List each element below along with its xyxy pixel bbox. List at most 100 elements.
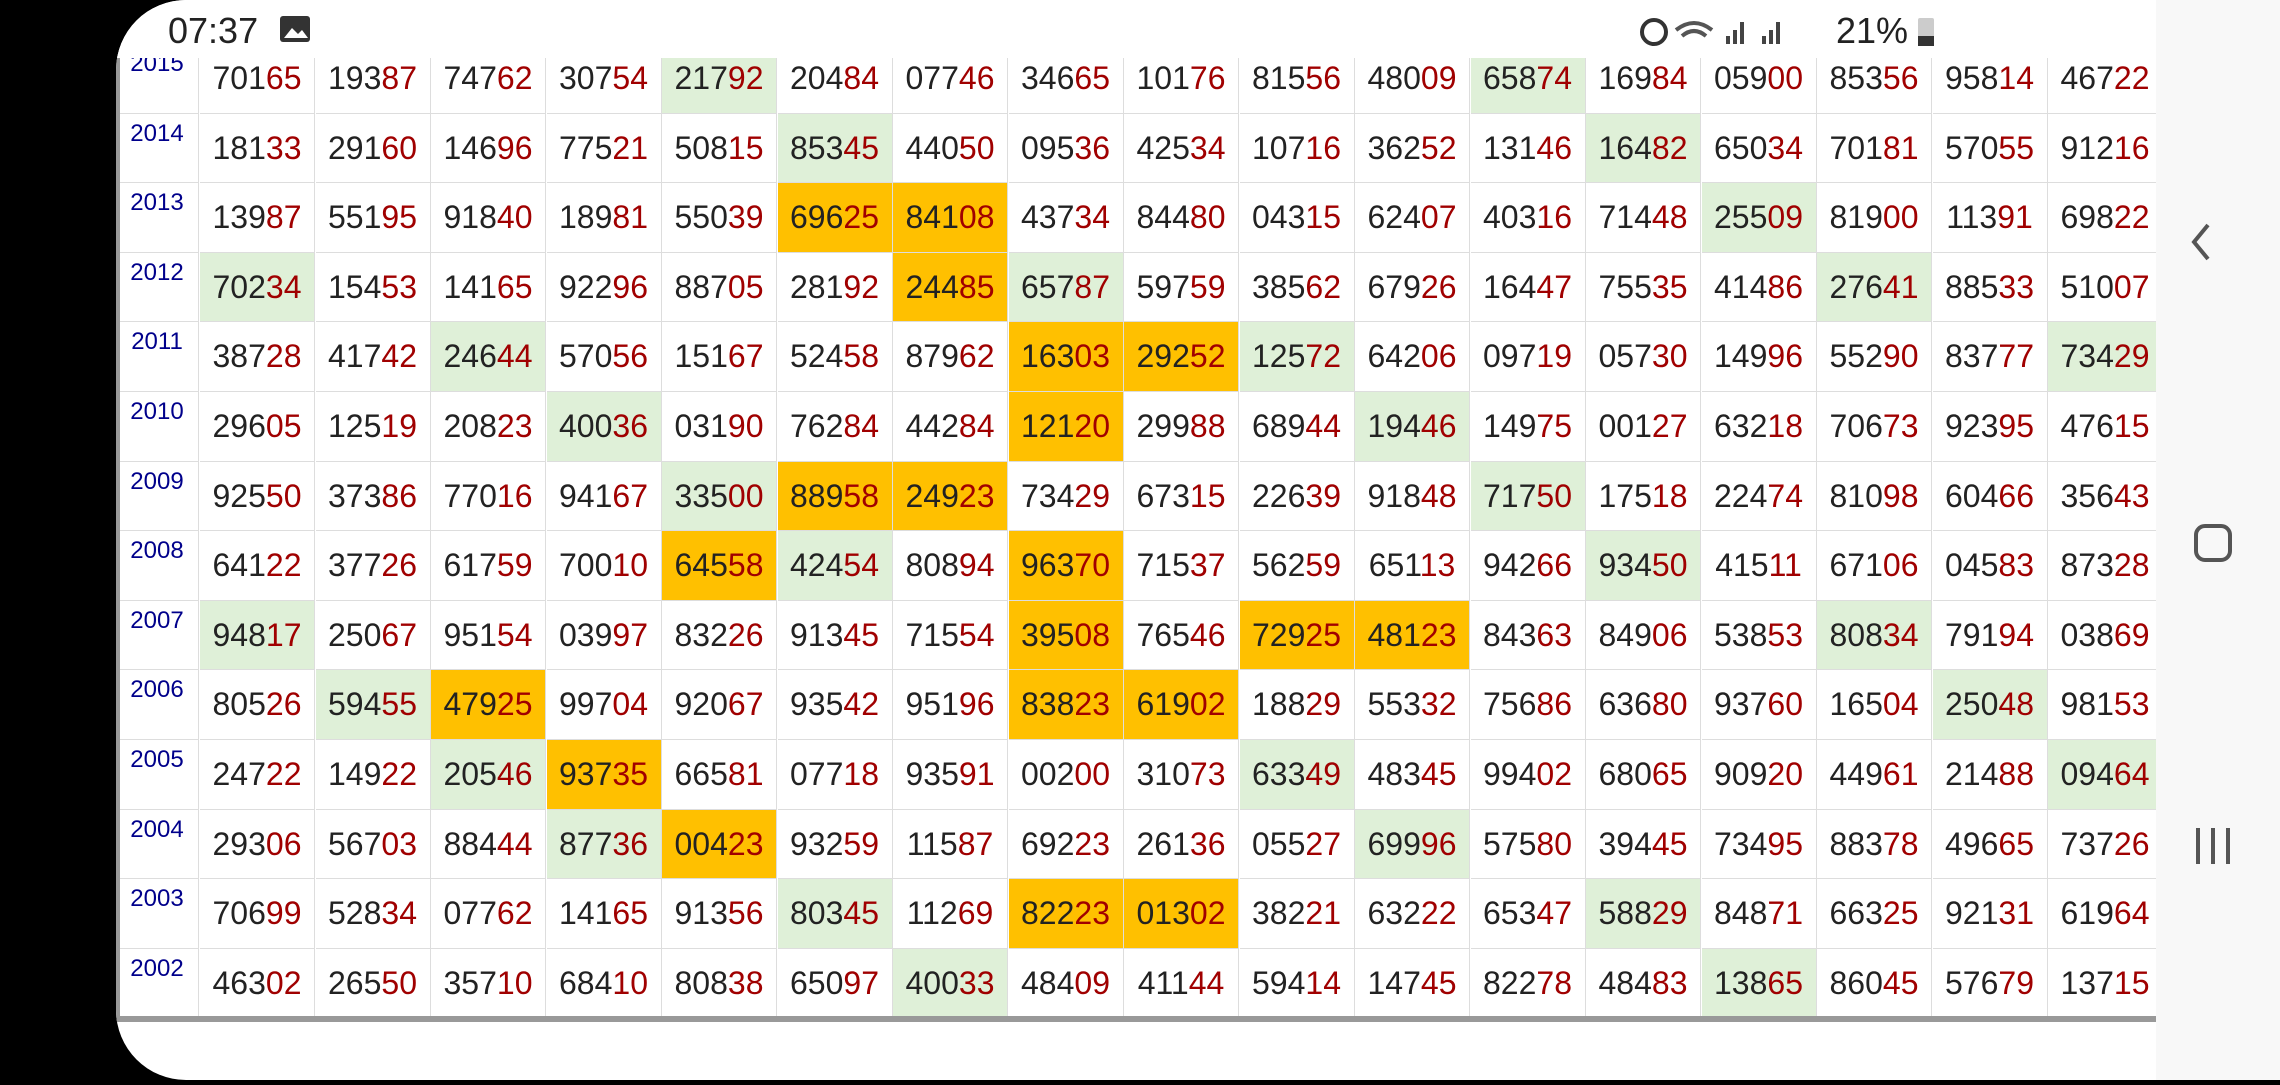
year-label: 2008 xyxy=(116,531,199,601)
number-cell: 71554 xyxy=(893,600,1008,671)
number-cell: 03997 xyxy=(546,600,662,671)
number-cell: 11391 xyxy=(1932,183,2048,253)
table-border xyxy=(116,1016,2156,1022)
number-cell: 81900 xyxy=(1817,183,1932,253)
number-cell: 16303 xyxy=(1008,322,1124,392)
number-cell: 55039 xyxy=(662,183,777,253)
number-cell: 42454 xyxy=(777,531,893,601)
number-cell: 80838 xyxy=(662,948,777,1019)
number-cell: 36252 xyxy=(1355,113,1470,184)
number-cell: 92395 xyxy=(1932,392,2048,462)
number-cell: 72925 xyxy=(1239,600,1355,671)
number-cell: 14165 xyxy=(546,879,662,949)
number-cell: 29252 xyxy=(1124,322,1239,392)
number-cell: 14745 xyxy=(1355,948,1470,1019)
number-cell: 67106 xyxy=(1817,531,1932,601)
number-cell: 24485 xyxy=(893,252,1008,323)
number-cell: 68065 xyxy=(1586,740,1701,810)
number-cell: 59759 xyxy=(1124,252,1239,323)
number-cell: 15453 xyxy=(315,252,431,323)
number-cell: 29605 xyxy=(200,392,315,462)
year-label: 2007 xyxy=(116,600,199,671)
number-cell: 91345 xyxy=(777,600,893,671)
number-cell: 03869 xyxy=(2048,601,2156,671)
number-cell: 95196 xyxy=(893,670,1008,740)
back-button[interactable] xyxy=(2191,223,2210,261)
number-cell: 14696 xyxy=(431,113,546,184)
number-cell: 10176 xyxy=(1124,44,1239,114)
number-cell: 05527 xyxy=(1239,809,1355,880)
number-cell: 80894 xyxy=(893,531,1008,601)
number-cell: 94167 xyxy=(546,461,662,532)
number-cell: 83777 xyxy=(1932,322,2048,392)
number-cell: 25509 xyxy=(1701,183,1817,253)
number-cell: 81556 xyxy=(1239,44,1355,114)
number-cell: 93591 xyxy=(893,740,1008,810)
recents-button[interactable] xyxy=(2196,828,2230,864)
battery-level: 21% xyxy=(1836,10,1909,51)
number-cell: 84871 xyxy=(1701,879,1817,949)
number-cell: 47925 xyxy=(431,670,546,740)
number-cell: 92067 xyxy=(662,670,777,740)
number-cell: 84906 xyxy=(1586,600,1701,671)
number-cell: 30754 xyxy=(546,44,662,114)
number-cell: 96370 xyxy=(1008,531,1124,601)
number-cell: 90920 xyxy=(1701,740,1817,810)
number-cell: 25067 xyxy=(315,600,431,671)
number-cell: 60466 xyxy=(1932,461,2048,532)
year-label: 2005 xyxy=(116,740,199,810)
number-cell: 14922 xyxy=(315,740,431,810)
number-cell: 61964 xyxy=(2048,879,2156,949)
number-cell: 93542 xyxy=(777,670,893,740)
number-cell: 68944 xyxy=(1239,392,1355,462)
number-cell: 88444 xyxy=(431,809,546,880)
number-cell: 19446 xyxy=(1355,392,1470,462)
number-cell: 81098 xyxy=(1817,461,1932,532)
number-cell: 64558 xyxy=(662,531,777,601)
number-cell: 92296 xyxy=(546,252,662,323)
number-cell: 00200 xyxy=(1008,740,1124,810)
number-cell: 93760 xyxy=(1701,670,1817,740)
home-button[interactable] xyxy=(2194,524,2232,562)
number-cell: 37386 xyxy=(315,461,431,532)
number-cell: 87736 xyxy=(546,809,662,880)
number-cell: 40033 xyxy=(893,948,1008,1019)
number-cell: 16482 xyxy=(1586,113,1701,184)
number-cell: 57055 xyxy=(1932,113,2048,184)
number-cell: 21488 xyxy=(1932,740,2048,810)
number-cell: 73495 xyxy=(1701,809,1817,880)
number-cell: 29988 xyxy=(1124,392,1239,462)
number-cell: 10716 xyxy=(1239,113,1355,184)
page: 07:37 21% 2015 70165 19387 74762 30754 21792 2… xyxy=(116,0,2156,1080)
number-cell: 42534 xyxy=(1124,113,1239,184)
number-cell: 85356 xyxy=(1817,44,1932,114)
number-cell: 92131 xyxy=(1932,879,2048,949)
nav-icons xyxy=(2191,223,2232,864)
number-cell: 24923 xyxy=(893,461,1008,532)
number-cell: 75686 xyxy=(1470,670,1586,740)
number-cell: 77521 xyxy=(546,113,662,184)
number-cell: 14975 xyxy=(1470,392,1586,462)
number-cell: 82223 xyxy=(1008,879,1124,949)
number-cell: 13865 xyxy=(1701,948,1817,1019)
number-cell: 55332 xyxy=(1355,670,1470,740)
number-cell: 57580 xyxy=(1470,809,1586,880)
number-cell: 48409 xyxy=(1008,948,1124,1019)
number-cell: 76546 xyxy=(1124,600,1239,671)
number-cell: 57679 xyxy=(1932,948,2048,1019)
number-cell: 79194 xyxy=(1932,600,2048,671)
number-cell: 24644 xyxy=(431,322,546,392)
number-cell: 63680 xyxy=(1586,670,1701,740)
year-label: 2004 xyxy=(116,809,199,880)
number-cell: 61902 xyxy=(1124,670,1239,740)
number-cell: 62407 xyxy=(1355,183,1470,253)
number-cell: 49665 xyxy=(1932,809,2048,880)
number-cell: 52834 xyxy=(315,879,431,949)
number-cell: 87328 xyxy=(2048,531,2156,601)
year-label: 2013 xyxy=(116,183,199,253)
number-cell: 93450 xyxy=(1586,531,1701,601)
number-cell: 66325 xyxy=(1817,879,1932,949)
number-cell: 07718 xyxy=(777,740,893,810)
number-cell: 69996 xyxy=(1355,809,1470,880)
